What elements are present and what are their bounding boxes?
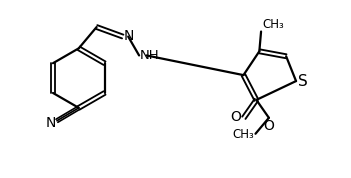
Text: S: S (298, 74, 308, 89)
Text: O: O (264, 119, 274, 133)
Text: NH: NH (140, 49, 160, 62)
Text: O: O (230, 110, 241, 124)
Text: N: N (46, 116, 56, 130)
Text: CH₃: CH₃ (232, 128, 254, 141)
Text: N: N (124, 29, 134, 43)
Text: CH₃: CH₃ (262, 18, 284, 31)
